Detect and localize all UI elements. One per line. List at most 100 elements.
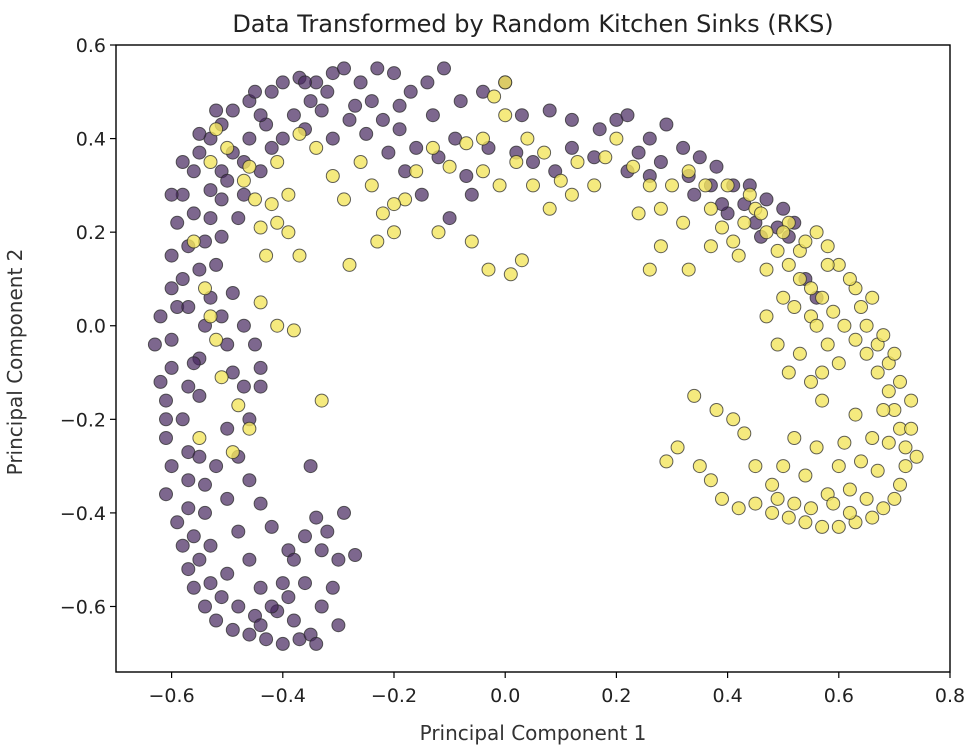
y-tick-label: −0.6 [60, 596, 106, 618]
scatter-point-series-0-68 [314, 103, 329, 118]
scatter-point-series-0-133 [314, 543, 329, 558]
points-layer [147, 61, 924, 651]
scatter-point-series-1-118 [703, 239, 718, 254]
scatter-point-series-1-154 [498, 108, 513, 123]
scatter-point-series-1-153 [476, 131, 490, 146]
x-tick-label: 0.4 [712, 685, 742, 707]
scatter-point-series-0-149 [248, 337, 262, 352]
scatter-point-series-0-123 [220, 491, 235, 506]
y-tick-label: −0.2 [60, 409, 106, 431]
scatter-point-series-1-37 [698, 178, 713, 193]
scatter-point-series-1-163 [842, 272, 857, 286]
scatter-point-series-1-27 [553, 173, 568, 188]
scatter-point-series-0-143 [236, 379, 251, 394]
scatter-point-series-1-124 [564, 187, 579, 202]
scatter-point-series-1-113 [792, 346, 807, 361]
scatter-point-series-0-196 [192, 126, 207, 141]
scatter-point-series-0-12 [225, 103, 240, 118]
scatter-point-series-1-140 [186, 234, 201, 249]
scatter-point-series-1-150 [270, 318, 285, 333]
scatter-point-series-1-128 [503, 267, 518, 282]
scatter-point-series-1-176 [848, 407, 863, 422]
scatter-point-series-0-136 [264, 519, 279, 534]
x-tick-label: 0.0 [490, 685, 520, 707]
scatter-point-series-1-107 [776, 290, 791, 305]
scatter-point-series-1-117 [731, 248, 746, 263]
scatter-point-series-1-114 [781, 365, 796, 380]
scatter-point-series-0-51 [631, 145, 646, 160]
scatter-point-series-1-95 [904, 393, 919, 408]
scatter-point-series-1-96 [904, 421, 919, 436]
scatter-point-series-0-38 [676, 140, 691, 155]
scatter-point-series-1-31 [609, 131, 624, 146]
scatter-point-series-1-53 [870, 365, 885, 380]
scatter-point-series-0-116 [214, 229, 229, 244]
scatter-point-series-1-94 [893, 374, 907, 389]
scatter-point-series-0-99 [286, 613, 301, 628]
scatter-point-series-0-66 [342, 112, 357, 127]
scatter-point-series-1-38 [703, 201, 718, 216]
scatter-point-series-1-35 [665, 178, 679, 193]
scatter-point-series-1-155 [487, 89, 502, 104]
scatter-point-series-1-172 [787, 496, 802, 511]
scatter-point-series-1-80 [748, 459, 763, 474]
scatter-point-series-1-151 [253, 295, 268, 310]
scatter-point-series-0-15 [264, 84, 279, 99]
scatter-point-series-1-141 [198, 281, 212, 296]
scatter-point-series-0-161 [203, 538, 218, 553]
scatter-point-series-1-10 [309, 140, 324, 155]
scatter-point-series-1-168 [870, 463, 885, 478]
scatter-point-series-0-120 [264, 140, 279, 155]
x-tick-label: −0.6 [149, 685, 195, 707]
scatter-point-series-1-178 [809, 318, 824, 333]
scatter-point-series-0-174 [253, 108, 268, 123]
scatter-point-series-1-158 [742, 187, 757, 202]
scatter-point-series-1-131 [431, 225, 446, 240]
scatter-point-series-0-107 [181, 501, 196, 516]
scatter-point-series-0-40 [709, 159, 724, 174]
scatter-point-series-1-9 [292, 126, 307, 141]
scatter-point-series-0-150 [303, 459, 318, 474]
scatter-point-series-1-111 [815, 365, 830, 380]
scatter-point-series-1-60 [887, 491, 902, 506]
scatter-point-series-1-33 [642, 178, 657, 193]
scatter-point-series-1-8 [270, 155, 285, 169]
scatter-point-series-1-162 [820, 257, 835, 272]
scatter-point-series-1-69 [748, 496, 763, 511]
scatter-point-series-0-155 [337, 505, 351, 520]
scatter-point-series-1-142 [203, 309, 218, 324]
scatter-point-series-0-24 [403, 84, 418, 99]
scatter-point-series-0-88 [175, 538, 190, 553]
scatter-point-series-1-13 [353, 155, 368, 169]
scatter-point-series-0-63 [392, 122, 407, 137]
scatter-point-series-1-137 [264, 197, 279, 212]
scatter-point-series-0-124 [231, 524, 246, 539]
scatter-point-series-0-110 [175, 412, 190, 427]
scatter-point-series-0-8 [186, 164, 201, 179]
scatter-point-series-0-198 [298, 75, 312, 90]
scatter-point-series-1-83 [787, 431, 802, 445]
scatter-point-series-0-129 [298, 576, 312, 591]
scatter-point-series-1-79 [737, 426, 752, 441]
scatter-point-series-0-130 [314, 599, 329, 614]
scatter-point-series-1-109 [820, 337, 835, 352]
scatter-point-series-1-159 [754, 206, 768, 221]
scatter-point-series-1-106 [759, 262, 774, 277]
x-tick-label: −0.4 [260, 685, 306, 707]
scatter-point-series-0-50 [653, 155, 668, 169]
scatter-point-series-0-84 [159, 431, 173, 445]
scatter-point-series-0-163 [198, 477, 212, 492]
scatter-point-series-1-76 [687, 388, 702, 403]
scatter-point-series-1-54 [881, 384, 896, 399]
scatter-point-series-0-132 [331, 552, 346, 567]
scatter-point-series-0-141 [253, 379, 268, 394]
scatter-point-series-1-64 [831, 519, 846, 534]
scatter-point-series-1-144 [214, 370, 229, 385]
scatter-point-series-0-65 [359, 126, 374, 141]
x-axis-label: Principal Component 1 [420, 721, 647, 745]
scatter-point-series-1-77 [709, 403, 724, 417]
scatter-point-series-0-37 [659, 117, 674, 132]
scatter-point-series-0-106 [186, 529, 201, 544]
scatter-point-series-0-9 [192, 145, 207, 160]
